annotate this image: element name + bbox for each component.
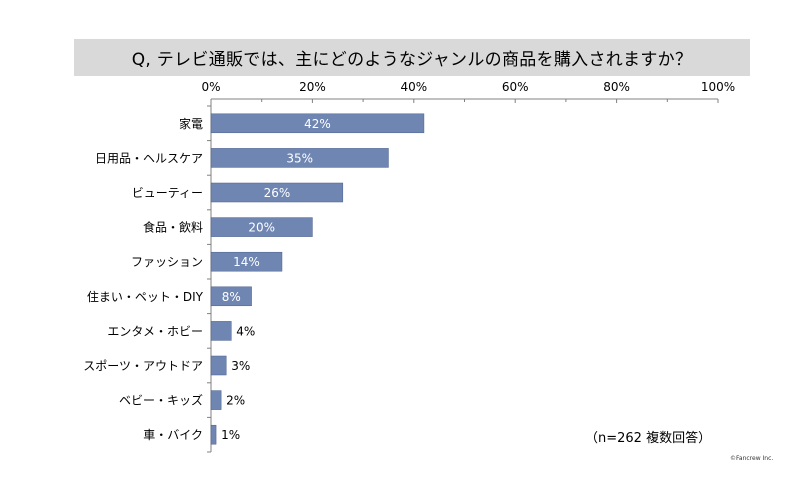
x-tick-label: 100% [701,80,735,94]
x-tick-label: 60% [502,80,529,94]
title-band: Q, テレビ通販では、主にどのようなジャンルの商品を購入されますか？ [74,39,750,76]
category-label: ビューティー [132,186,203,200]
bar [210,113,425,134]
bar [210,251,283,272]
data-label: 8% [222,290,241,304]
category-label: 日用品・ヘルスケア [95,151,203,165]
bar [210,424,217,445]
bar [210,355,227,376]
x-tick-label: 80% [603,80,630,94]
category-label: ベビー・キッズ [119,393,203,408]
category-label: 住まい・ペット・DIY [87,290,204,304]
bar [210,286,252,307]
data-label: 2% [226,394,245,408]
data-label: 3% [231,359,250,373]
category-label: ファッション [131,255,203,269]
data-label: 1% [221,428,240,442]
data-label: 35% [286,151,313,165]
copyright-text: ©Fancrew Inc. [730,455,774,462]
data-label: 20% [248,221,275,235]
category-label: 車・バイク [143,428,203,442]
category-label: スポーツ・アウトドア [83,359,203,373]
x-tick-label: 20% [299,80,326,94]
category-label: 家電 [179,116,203,131]
x-tick-label: 0% [201,80,220,94]
data-label: 26% [264,186,291,200]
data-label: 14% [233,255,260,269]
data-label: 4% [236,324,255,338]
sample-note: （n=262 複数回答） [585,431,712,446]
bar [210,217,313,237]
data-label: 42% [304,117,331,131]
bar [210,148,389,168]
bar [210,390,222,410]
x-tick-label: 40% [400,80,427,94]
chart-title: Q, テレビ通販では、主にどのようなジャンルの商品を購入されますか？ [131,50,693,70]
bar [210,182,344,203]
category-label: 食品・飲料 [143,220,203,235]
bar [210,321,232,341]
category-label: エンタメ・ホビー [107,324,203,338]
